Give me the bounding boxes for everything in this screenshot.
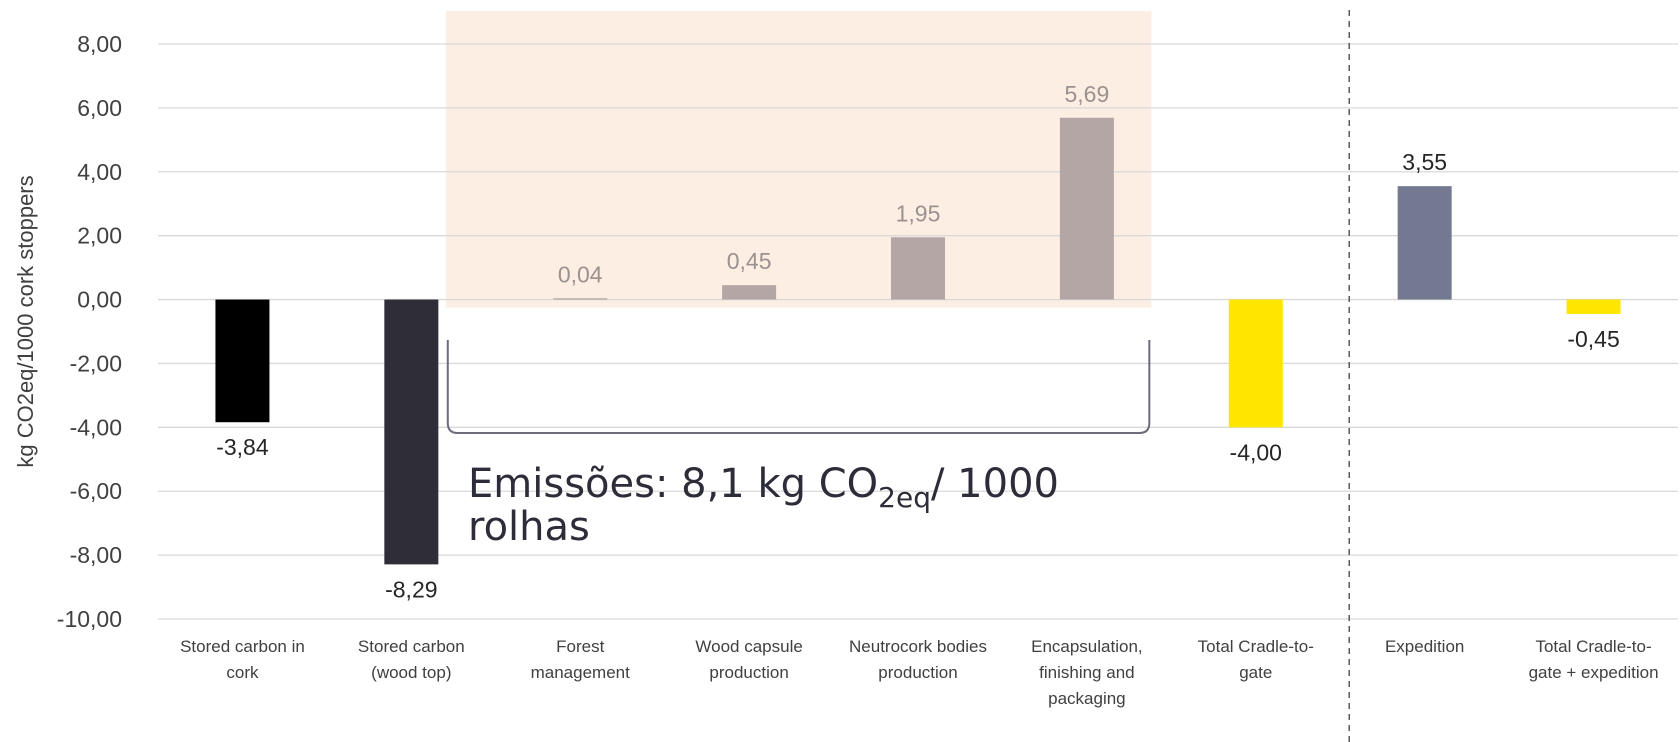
annotation-subscript: 2eq: [878, 481, 931, 514]
y-tick-label: 2,00: [77, 223, 122, 249]
y-tick-label: 4,00: [77, 159, 122, 185]
category-labels: Stored carbon in cork Stored carbon (wood t…: [180, 637, 1658, 708]
y-axis-label: kg CO2eq/1000 cork stoppers: [13, 175, 38, 467]
bar: [1059, 117, 1114, 300]
y-tick-label: -8,00: [70, 542, 122, 568]
y-tick-label: -6,00: [70, 478, 122, 504]
y-tick-label: 8,00: [77, 31, 122, 57]
emissions-annotation-line2: rolhas: [468, 504, 590, 550]
y-tick-label: -2,00: [70, 350, 122, 376]
bar: [1228, 299, 1283, 428]
annotation-unit: / 1000: [931, 461, 1059, 507]
y-tick-label: 0,00: [77, 287, 122, 313]
data-label: 0,04: [558, 261, 603, 287]
category-label: Forest management: [531, 637, 631, 682]
bar: [215, 299, 270, 423]
y-tick-label: -10,00: [57, 606, 122, 632]
data-label: -4,00: [1230, 439, 1282, 465]
data-label: 0,45: [727, 248, 772, 274]
y-axis-tick-labels: 8,00 6,00 4,00 2,00 0,00 -2,00 -4,00 -6,00 -8,00…: [57, 31, 122, 632]
category-label: Stored carbon in cork: [180, 637, 305, 682]
data-label: 3,55: [1402, 149, 1447, 175]
category-label: Expedition: [1385, 637, 1464, 656]
data-labels: -3,84 -8,29 0,04 0,45 1,95 5,69 -4,00 3,55 -0,45: [216, 81, 1620, 603]
category-label: Neutrocork bodies production: [849, 637, 987, 682]
bar: [891, 237, 945, 300]
data-label: -0,45: [1567, 326, 1619, 352]
bar: [384, 299, 439, 565]
category-label: Stored carbon (wood top): [358, 637, 465, 682]
category-label: Wood capsule production: [695, 637, 802, 682]
annotation-main-text: Emissões: 8,1 kg CO: [468, 461, 878, 507]
data-label: 5,69: [1065, 81, 1110, 107]
category-label: Total Cradle-to-gate + expedition: [1529, 637, 1659, 682]
emissions-annotation: Emissões: 8,1 kg CO2eq/ 1000: [468, 461, 1059, 514]
bar: [1397, 186, 1452, 300]
y-tick-label: -4,00: [70, 414, 122, 440]
bar: [553, 298, 608, 300]
bar: [1566, 299, 1621, 314]
data-label: -3,84: [216, 434, 269, 460]
emissions-bracket: [446, 340, 1151, 434]
data-label: 1,95: [896, 200, 941, 226]
highlight-region: [445, 11, 1152, 308]
data-label: -8,29: [385, 576, 437, 602]
bars: [215, 117, 1621, 565]
category-label: Total Cradle-to-gate: [1198, 637, 1314, 682]
category-label: Encapsulation, finishing and packaging: [1031, 637, 1143, 708]
bar: [722, 285, 777, 300]
y-tick-label: 6,00: [77, 95, 122, 121]
